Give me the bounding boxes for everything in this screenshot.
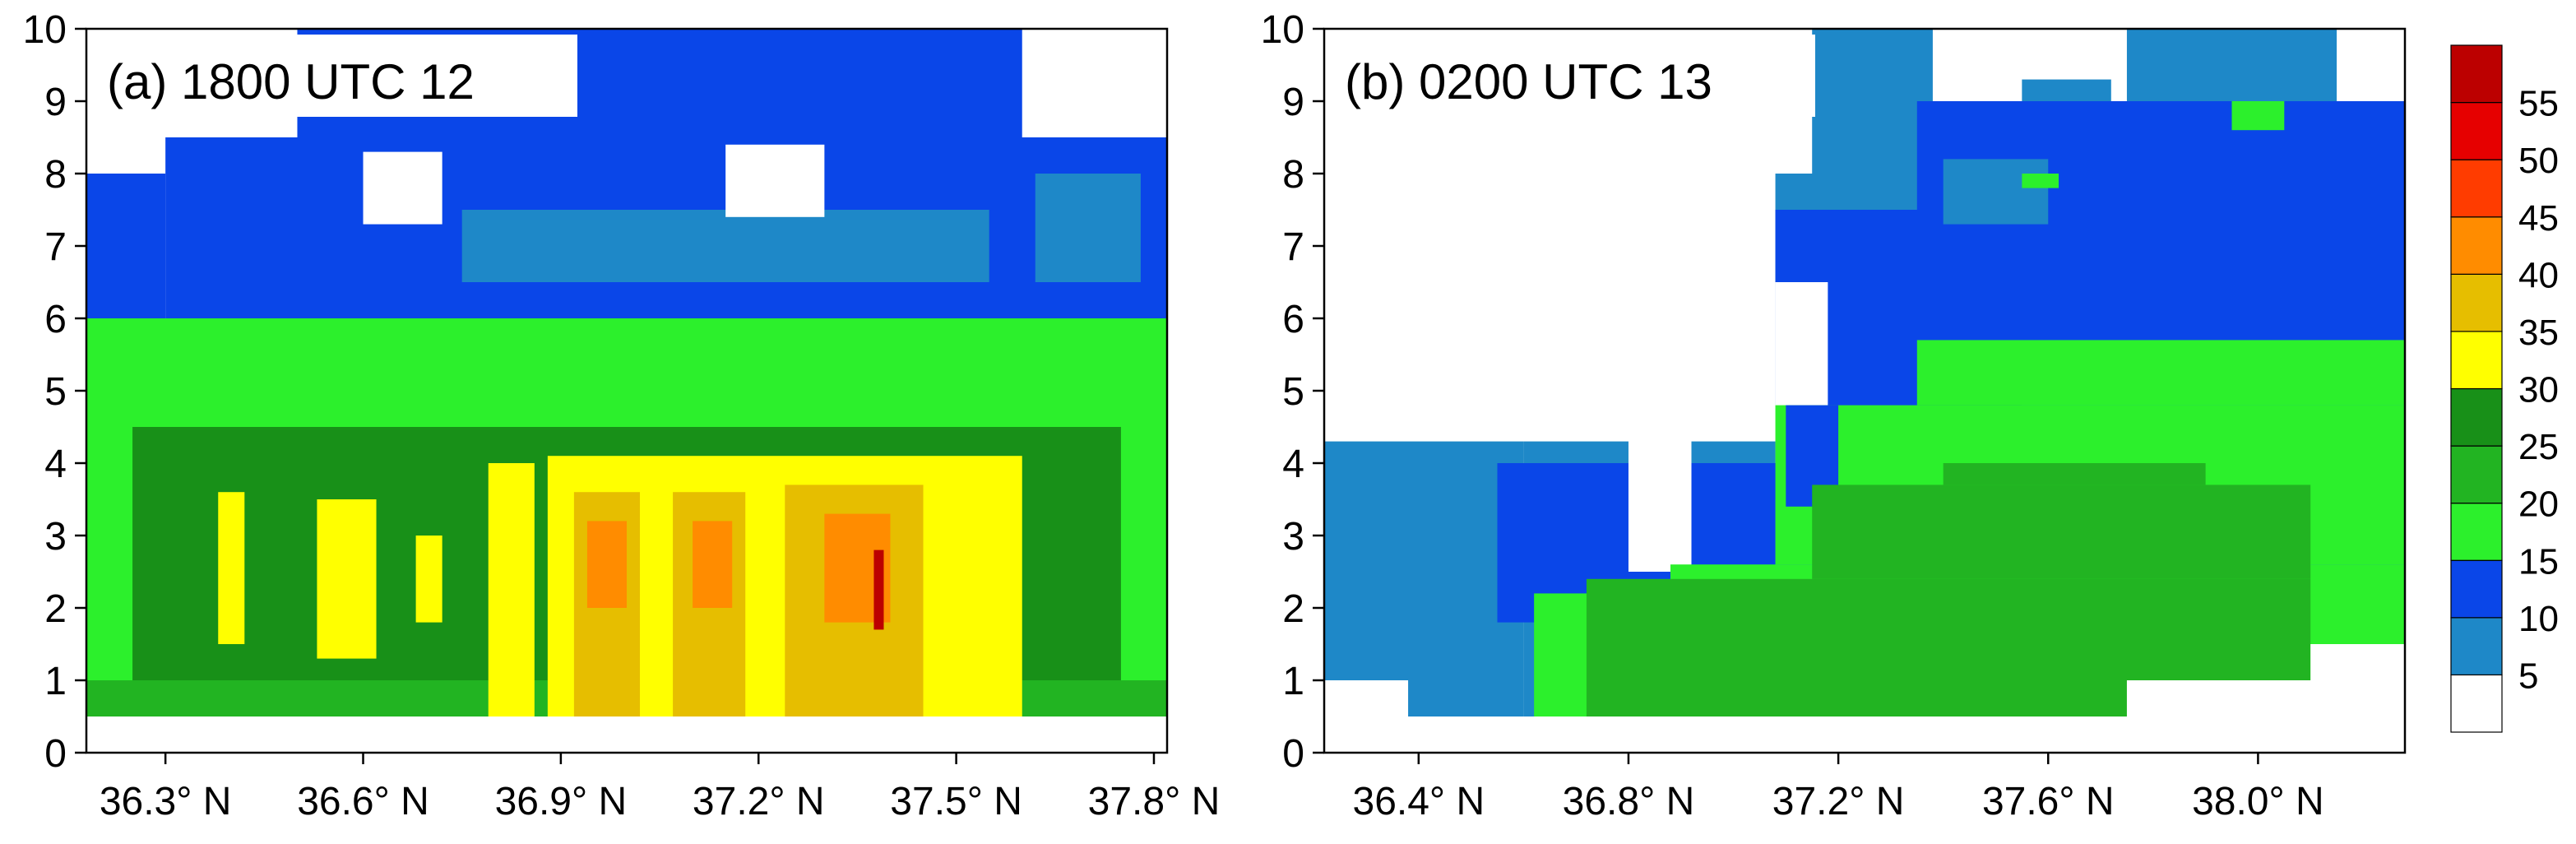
colorbar-swatch (2450, 445, 2503, 504)
colorbar-swatch (2450, 674, 2503, 733)
y-tick-label: 10 (1261, 8, 1304, 52)
x-tick-label: 37.6° N (1982, 780, 2115, 823)
x-tick-label: 37.2° N (1772, 780, 1905, 823)
y-tick-label: 8 (1282, 153, 1304, 197)
colorbar: 5 10 15 20 25 30 35 40 45 50 55 (2450, 44, 2559, 733)
y-tick-label: 6 (1282, 298, 1304, 341)
y-tick-label: 6 (44, 298, 67, 341)
y-tick-label: 0 (1282, 732, 1304, 776)
panel-b-label: (b) 0200 UTC 13 (1345, 54, 1712, 109)
colorbar-swatch (2450, 559, 2503, 619)
contour-cell (317, 499, 377, 659)
x-tick-label: 37.8° N (1088, 780, 1221, 823)
contour-cell (1408, 680, 1524, 716)
colorbar-label: 15 (2518, 541, 2559, 582)
panel-a-cells (86, 29, 1167, 753)
panel-a-y-axis: 0 1 2 3 4 5 6 7 8 9 10 (23, 8, 86, 776)
contour-cell (1324, 441, 1524, 680)
y-tick-label: 1 (1282, 660, 1304, 703)
colorbar-swatch (2450, 44, 2503, 104)
x-tick-label: 37.5° N (890, 780, 1022, 823)
x-tick-label: 36.6° N (297, 780, 429, 823)
contour-cell (1916, 340, 2405, 406)
y-tick-label: 0 (44, 732, 67, 776)
colorbar-label: 50 (2518, 141, 2559, 181)
y-tick-label: 2 (44, 587, 67, 631)
contour-cell (1035, 174, 1141, 282)
y-tick-label: 3 (44, 515, 67, 559)
panel-b-cells (1324, 29, 2405, 753)
y-tick-label: 8 (44, 153, 67, 197)
colorbar-label: 10 (2518, 599, 2559, 639)
x-tick-label: 38.0° N (2192, 780, 2324, 823)
colorbar-label: 45 (2518, 198, 2559, 239)
contour-cell (488, 463, 535, 716)
colorbar-label: 55 (2518, 84, 2559, 124)
contour-cell (1812, 485, 2311, 579)
x-tick-label: 36.4° N (1353, 780, 1485, 823)
y-tick-label: 5 (1282, 370, 1304, 414)
contour-cell (415, 536, 442, 623)
x-tick-label: 37.2° N (693, 780, 825, 823)
colorbar-swatch (2450, 503, 2503, 561)
colorbar-label: 25 (2518, 427, 2559, 467)
colorbar-swatch (2450, 617, 2503, 676)
colorbar-swatch (2450, 387, 2503, 447)
contour-cell (86, 318, 1167, 427)
contour-cell (1943, 159, 2049, 225)
colorbar-swatch (2450, 273, 2503, 332)
contour-cell (363, 151, 442, 225)
contour-cell (1120, 427, 1167, 680)
x-tick-label: 36.9° N (495, 780, 628, 823)
contour-cell (1812, 29, 1933, 174)
contour-cell (693, 521, 733, 608)
contour-cell (1054, 29, 1167, 116)
contour-cell (461, 210, 989, 282)
x-tick-label: 36.3° N (100, 780, 232, 823)
y-tick-label: 4 (44, 443, 67, 486)
panel-b-y-axis: 0 1 2 3 4 5 6 7 8 9 10 (1261, 8, 1324, 776)
y-tick-label: 7 (44, 225, 67, 269)
colorbar-swatch (2450, 101, 2503, 160)
y-tick-label: 9 (1282, 81, 1304, 124)
panel-b-label-backdrop (1330, 35, 1815, 117)
x-tick-label: 36.8° N (1563, 780, 1695, 823)
contour-cell (218, 492, 245, 644)
colorbar-label: 35 (2518, 313, 2559, 353)
contour-cell (2126, 680, 2405, 753)
contour-cell (1628, 427, 1692, 572)
y-tick-label: 1 (44, 660, 67, 703)
panel-a-label-backdrop (92, 35, 577, 117)
y-tick-label: 4 (1282, 443, 1304, 486)
colorbar-label: 30 (2518, 370, 2559, 410)
y-tick-label: 5 (44, 370, 67, 414)
colorbar-swatch (2450, 216, 2503, 275)
colorbar-label: 5 (2518, 656, 2538, 696)
panel-b-x-axis: 36.4° N 36.8° N 37.2° N 37.6° N 38.0° N (1353, 753, 2324, 823)
y-tick-label: 10 (23, 8, 67, 52)
colorbar-label: 20 (2518, 485, 2559, 525)
colorbar-label: 40 (2518, 255, 2559, 295)
panel-a-label: (a) 1800 UTC 12 (107, 54, 475, 109)
contour-cell (873, 550, 884, 630)
contour-cell (586, 521, 627, 608)
contour-cell (86, 174, 166, 318)
y-tick-label: 2 (1282, 587, 1304, 631)
panel-a-x-axis: 36.3° N 36.6° N 36.9° N 37.2° N 37.5° N 37.8°… (100, 753, 1220, 823)
contour-cell (725, 144, 825, 217)
contour-cell (2310, 644, 2405, 680)
contour-cell (2022, 174, 2059, 188)
y-tick-label: 7 (1282, 225, 1304, 269)
panel-b: (b) 0200 UTC 13 36.4° N 36.8° N 37.2° N 37.… (1261, 8, 2407, 823)
contour-cell (2022, 716, 2127, 753)
contour-cell (2231, 101, 2285, 131)
contour-cell (1943, 463, 2206, 485)
y-tick-label: 3 (1282, 515, 1304, 559)
colorbar-swatch (2450, 331, 2503, 390)
contour-cell (86, 427, 133, 680)
colorbar-swatch (2450, 159, 2503, 218)
y-tick-label: 9 (44, 81, 67, 124)
panel-a: (a) 1800 UTC 12 36.3° N 36.6° N 36.9° N 37.… (23, 8, 1221, 823)
